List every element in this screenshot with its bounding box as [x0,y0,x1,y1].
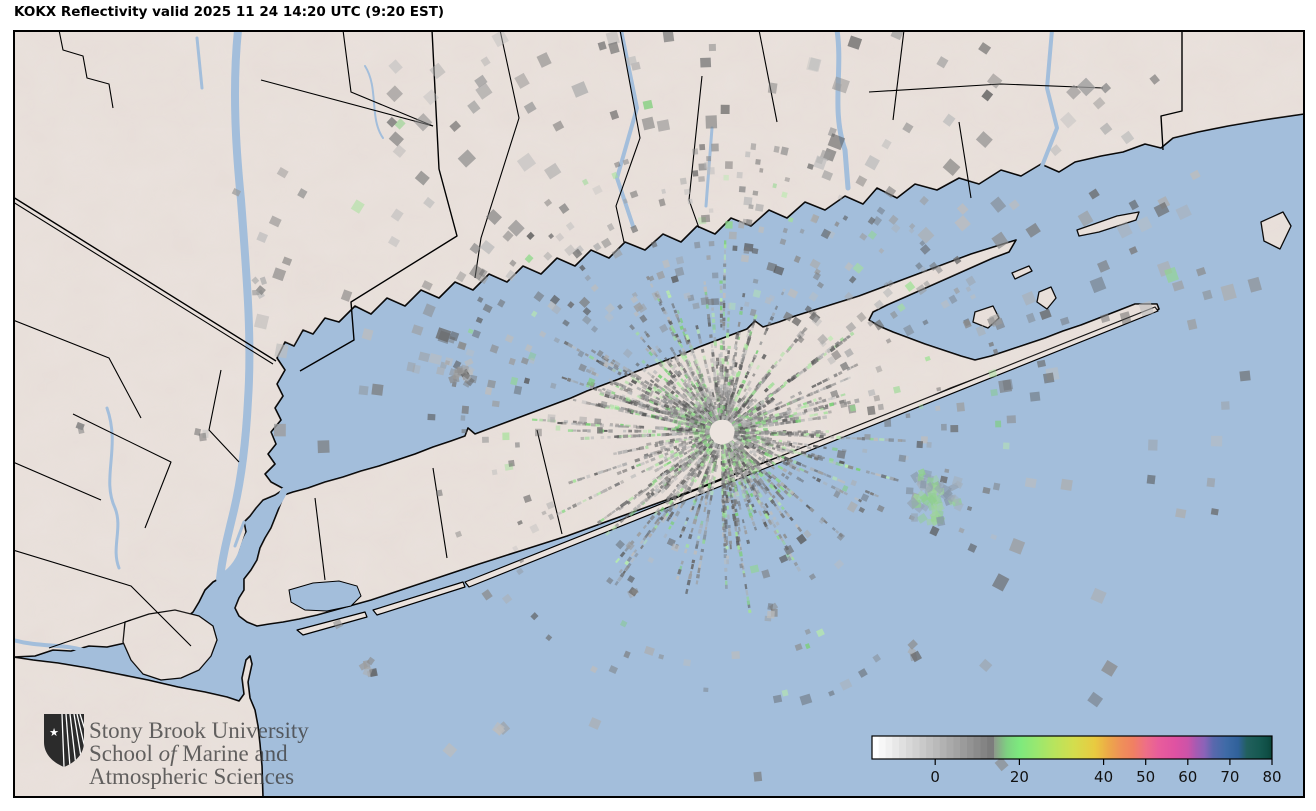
colorbar-tick-label: 50 [1136,768,1155,786]
reflectivity-colorbar: 0 20 40 50 60 70 80 [871,735,1282,786]
county-line-9 [958,121,972,199]
jamaica-bay [288,580,362,612]
county-line-1 [260,79,434,127]
county-line-4 [615,30,641,243]
logo-line-2: School of Marine and [89,741,288,766]
county-line-12 [72,413,172,529]
colorbar-tick-label: 40 [1094,768,1113,786]
colorbar-gradient [871,735,1273,760]
logo-line2-post: Marine and [177,741,289,766]
barrier-island-rockaway [296,611,368,636]
boundary-layer [13,30,1183,649]
colorbar-tick-label: 0 [930,768,940,786]
county-line-3 [474,30,520,279]
page-title: KOKX Reflectivity valid 2025 11 24 14:20… [14,4,445,20]
ct-ny-border [299,30,458,372]
barrier-island-jones-beach [372,581,466,616]
passaic-river [105,406,121,570]
radar-cone-of-silence [709,419,735,445]
thames-river [1040,30,1059,168]
colorbar-ticks: 0 20 40 50 60 70 80 [930,759,1282,786]
raritan-river [13,638,91,654]
hudson-river [216,30,254,583]
map-frame [13,30,1305,798]
county-line-15 [48,619,132,649]
logo-line-1: Stony Brook University [89,718,309,743]
east-river [218,487,288,581]
sbu-logo: ★ Stony Brook University School of Marin… [44,714,309,789]
county-line-2 [342,30,434,127]
colorbar-tick-label: 60 [1178,768,1197,786]
county-line-14 [13,549,192,647]
colorbar-tick-label: 70 [1220,768,1239,786]
colorbar-tick-label: 80 [1262,768,1281,786]
county-line-11 [13,319,142,419]
small-river-2 [364,65,384,139]
sbu-shield-star-icon: ★ [49,726,59,739]
nj-ny-border-inner [13,201,274,365]
logo-line-3: Atmospheric Sciences [89,764,294,789]
nj-ny-border [13,196,277,362]
county-line-16 [208,369,240,463]
county-line-nassau-suffolk [536,429,563,535]
county-line-7 [868,83,1104,93]
connecticut-river [834,30,851,191]
colorbar-tick-label: 20 [1010,768,1029,786]
harlem-river [233,520,246,548]
county-line-8 [892,30,905,121]
county-line-queens-nassau [432,467,448,559]
county-line-10 [58,30,114,109]
logo-line2-pre: School [89,741,159,766]
logo-line2-of: of [159,741,181,766]
county-line-6 [758,30,778,123]
county-line-bk-queens [314,497,326,581]
small-river-1 [195,36,204,90]
county-line-13 [13,461,102,501]
radar-echo-layer [75,30,1262,782]
ct-ri-border [1160,30,1183,151]
radar-map: ★ Stony Brook University School of Marin… [13,30,1305,798]
